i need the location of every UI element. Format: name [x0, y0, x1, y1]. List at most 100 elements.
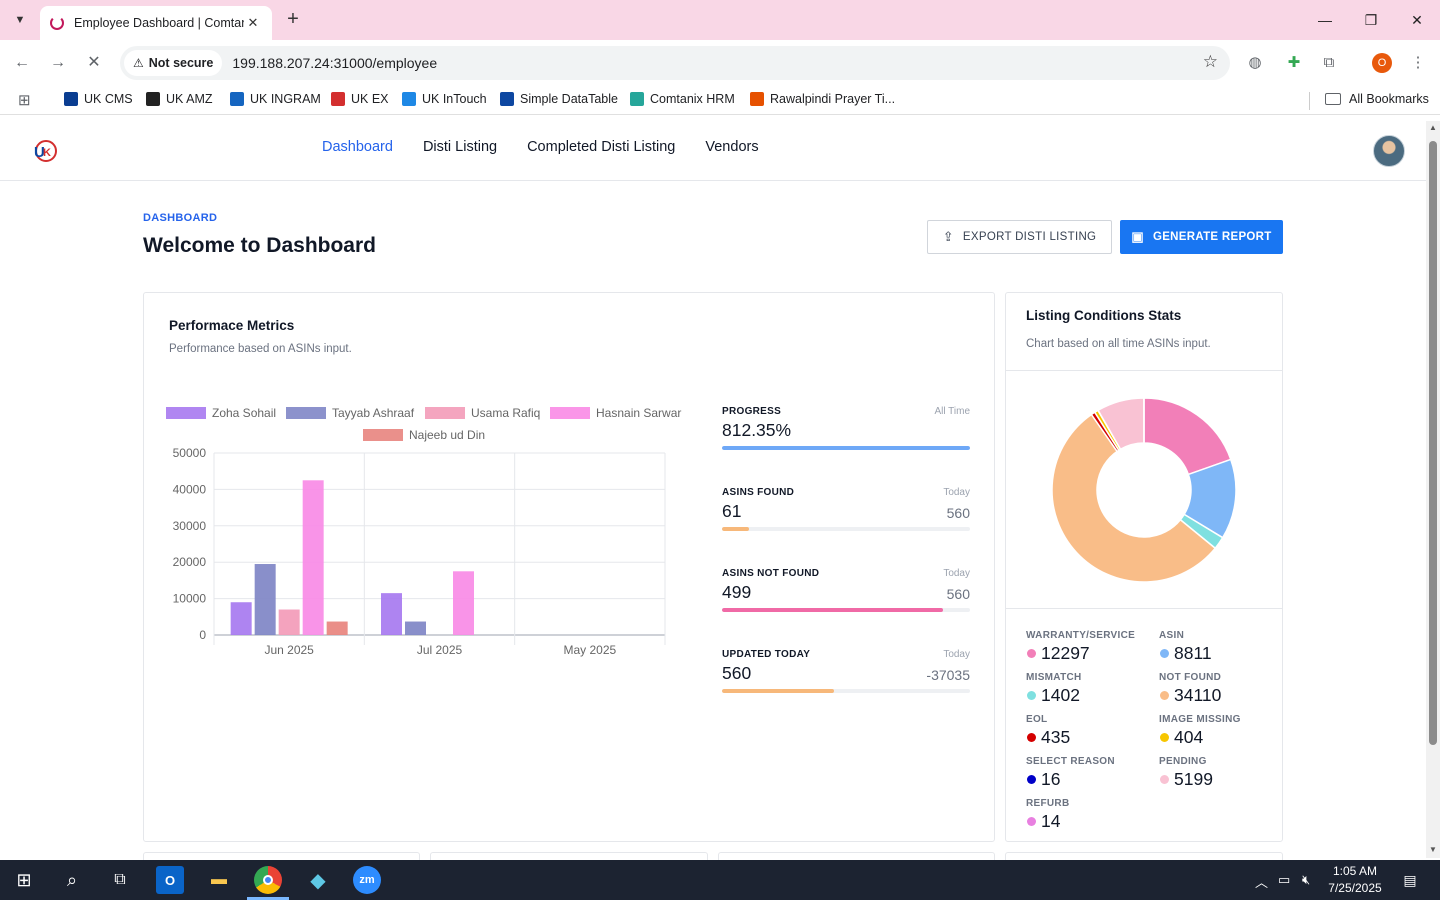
page-scrollbar[interactable]: ▲ ▼: [1426, 121, 1440, 858]
scroll-up-icon[interactable]: ▲: [1429, 123, 1437, 132]
bar: [405, 621, 426, 635]
outlook-icon[interactable]: O: [156, 866, 184, 894]
app-diamond-icon[interactable]: ◆: [310, 869, 326, 892]
forward-button[interactable]: →: [50, 54, 66, 71]
bookmark-simple-datatable[interactable]: Simple DataTable: [500, 92, 618, 106]
export-button-label: EXPORT DISTI LISTING: [962, 231, 1097, 243]
bookmark-uk-ingram[interactable]: UK INGRAM: [230, 92, 321, 106]
task-view-icon[interactable]: ⧉: [114, 871, 126, 888]
bookmark-label: UK EX: [351, 92, 389, 106]
stat-value: 12297: [1041, 643, 1090, 663]
extension-plus-icon[interactable]: ✚: [1287, 54, 1301, 71]
clock-time: 1:05 AM: [1332, 864, 1378, 878]
bookmark-uk-amz[interactable]: UK AMZ: [146, 92, 213, 106]
bookmark-favicon-icon: [402, 92, 416, 106]
stat-color-dot: [1160, 691, 1169, 700]
new-tab-button[interactable]: +: [287, 8, 299, 30]
windows-start-icon[interactable]: ⊞: [16, 869, 32, 890]
scroll-down-icon[interactable]: ▼: [1429, 845, 1437, 854]
scrollbar-thumb[interactable]: [1429, 141, 1437, 745]
tab-search-button[interactable]: ▼: [14, 14, 26, 26]
svg-text:K: K: [43, 147, 51, 159]
bookmark-uk-cms[interactable]: UK CMS: [64, 92, 133, 106]
export-disti-listing-button[interactable]: ⇪ EXPORT DISTI LISTING: [927, 220, 1112, 254]
progress-track: [722, 446, 970, 450]
browser-profile-avatar[interactable]: O: [1372, 53, 1392, 73]
bookmark-comtanix-hrm[interactable]: Comtanix HRM: [630, 92, 735, 106]
show-hidden-icons-icon[interactable]: ︿: [1255, 875, 1269, 890]
system-clock[interactable]: 1:05 AM 7/25/2025: [1320, 863, 1390, 897]
nav-vendors[interactable]: Vendors: [705, 139, 759, 155]
bookmark-rawalpindi-prayer-ti[interactable]: Rawalpindi Prayer Ti...: [750, 92, 895, 106]
nav-completed-disti-listing[interactable]: Completed Disti Listing: [527, 139, 676, 155]
minimize-button[interactable]: —: [1318, 12, 1332, 28]
nav-dashboard[interactable]: Dashboard: [322, 139, 393, 155]
bar: [254, 564, 276, 635]
bookmarks-separator: [1309, 92, 1310, 110]
back-button[interactable]: ←: [14, 54, 30, 71]
metric-total: 560: [946, 586, 970, 602]
zoom-icon[interactable]: zm: [353, 866, 381, 894]
stat-label: SELECT REASON: [1026, 756, 1115, 767]
stat-label: PENDING: [1159, 756, 1207, 767]
stats-card-subtitle: Chart based on all time ASINs input.: [1026, 338, 1211, 350]
lower-card: [430, 852, 708, 862]
browser-tab[interactable]: Employee Dashboard | Comtan ✕: [40, 6, 272, 40]
apps-grid-icon[interactable]: ⊞: [18, 92, 31, 109]
y-tick-label: 50000: [173, 446, 207, 460]
uk-logo-icon[interactable]: U K: [32, 138, 58, 164]
bookmark-uk-intouch[interactable]: UK InTouch: [402, 92, 487, 106]
extensions-puzzle-icon[interactable]: ⧉: [1323, 54, 1335, 71]
close-tab-icon[interactable]: ✕: [247, 15, 259, 30]
stat-value: 16: [1041, 769, 1061, 789]
bookmark-star-icon[interactable]: ☆: [1202, 52, 1218, 71]
stat-label: IMAGE MISSING: [1159, 714, 1241, 725]
legend-swatch: [166, 407, 206, 419]
translate-icon[interactable]: ◍: [1248, 54, 1262, 71]
stat-color-dot: [1027, 775, 1036, 784]
metric-label: ASINS NOT FOUND: [722, 568, 820, 579]
x-tick-label: Jul 2025: [417, 643, 463, 657]
legend-label: Tayyab Ashraaf: [332, 406, 415, 420]
user-avatar[interactable]: [1373, 135, 1405, 167]
bookmark-uk-ex[interactable]: UK EX: [331, 92, 389, 106]
stat-value: 5199: [1174, 769, 1213, 789]
folder-icon: [1325, 93, 1341, 105]
bookmark-label: UK INGRAM: [250, 92, 321, 106]
address-bar[interactable]: ⚠ Not secure 199.188.207.24:31000/employ…: [120, 46, 1230, 80]
nav-disti-listing[interactable]: Disti Listing: [422, 139, 498, 155]
main-navigation: Dashboard Disti Listing Completed Disti …: [322, 139, 789, 155]
close-window-button[interactable]: ✕: [1411, 12, 1423, 28]
legend-label: Usama Rafiq: [471, 406, 540, 420]
y-tick-label: 10000: [173, 592, 207, 606]
generate-report-button[interactable]: ▣ GENERATE REPORT: [1120, 220, 1283, 254]
browser-menu-icon[interactable]: ⋮: [1410, 54, 1426, 71]
search-icon[interactable]: ⌕: [66, 869, 78, 890]
file-explorer-icon[interactable]: ▬: [211, 871, 227, 888]
progress-track: [722, 689, 970, 693]
url-text[interactable]: 199.188.207.24:31000/employee: [232, 55, 438, 71]
volume-muted-icon[interactable]: 🔇︎: [1302, 872, 1311, 887]
chrome-icon[interactable]: [254, 866, 282, 894]
stop-loading-button[interactable]: ✕: [87, 54, 101, 71]
loading-spinner-icon: [50, 16, 64, 30]
notifications-icon[interactable]: ▤: [1403, 871, 1417, 888]
metric-value: 560: [722, 663, 752, 683]
bookmark-label: Simple DataTable: [520, 92, 618, 106]
all-bookmarks-button[interactable]: All Bookmarks: [1325, 92, 1429, 106]
metric-period: All Time: [934, 406, 970, 417]
bookmark-label: Rawalpindi Prayer Ti...: [770, 92, 896, 106]
generate-button-label: GENERATE REPORT: [1152, 231, 1272, 243]
performance-bar-chart: Zoha Sohail Tayyab Ashraaf Usama Rafiq Hasn…: [166, 406, 681, 657]
donut-slice[interactable]: [1143, 397, 1232, 476]
legend-swatch: [363, 429, 403, 441]
network-icon[interactable]: ▭: [1278, 872, 1291, 887]
stat-value: 404: [1174, 727, 1204, 747]
donut-slice[interactable]: [1051, 413, 1217, 583]
stat-color-dot: [1160, 733, 1169, 742]
stat-value: 435: [1041, 727, 1071, 747]
bar: [326, 621, 348, 635]
y-tick-label: 20000: [173, 555, 207, 569]
restore-button[interactable]: ❐: [1364, 12, 1378, 28]
site-info-button[interactable]: ⚠ Not secure: [124, 50, 223, 76]
